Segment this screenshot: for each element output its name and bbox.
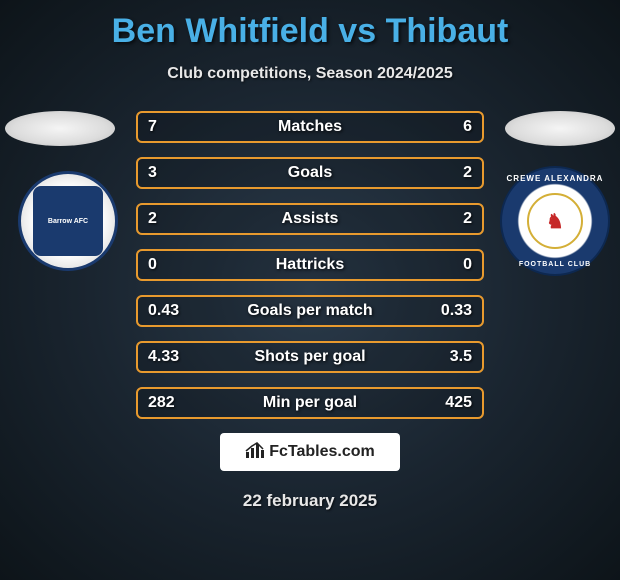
club-badge-right: CREWE ALEXANDRA FOOTBALL CLUB ♞ bbox=[500, 166, 610, 276]
stat-right-value: 425 bbox=[432, 394, 482, 412]
stat-right-value: 0.33 bbox=[431, 302, 482, 320]
stat-right-value: 3.5 bbox=[432, 348, 482, 366]
stat-left-value: 2 bbox=[138, 210, 188, 228]
club-badge-right-text-top: CREWE ALEXANDRA bbox=[502, 174, 608, 183]
comparison-date: 22 february 2025 bbox=[0, 491, 620, 511]
stat-row: 282 Min per goal 425 bbox=[136, 387, 484, 419]
stat-label: Min per goal bbox=[138, 394, 482, 412]
stat-label: Shots per goal bbox=[138, 348, 482, 366]
stat-left-value: 0 bbox=[138, 256, 188, 274]
club-badge-left: Barrow AFC bbox=[18, 171, 118, 271]
stat-row: 0 Hattricks 0 bbox=[136, 249, 484, 281]
brand-label: FcTables.com bbox=[269, 443, 375, 461]
club-badge-right-ring: CREWE ALEXANDRA FOOTBALL CLUB bbox=[502, 168, 608, 274]
stat-row: 0.43 Goals per match 0.33 bbox=[136, 295, 484, 327]
stat-row: 7 Matches 6 bbox=[136, 111, 484, 143]
player-left-photo bbox=[5, 111, 115, 146]
brand-badge[interactable]: FcTables.com bbox=[220, 433, 400, 471]
stat-row: 2 Assists 2 bbox=[136, 203, 484, 235]
stat-left-value: 3 bbox=[138, 164, 188, 182]
brand-chart-icon bbox=[245, 441, 265, 464]
stat-right-value: 0 bbox=[432, 256, 482, 274]
comparison-content: Barrow AFC CREWE ALEXANDRA FOOTBALL CLUB… bbox=[0, 111, 620, 511]
club-badge-right-text-bottom: FOOTBALL CLUB bbox=[502, 261, 608, 268]
stat-right-value: 2 bbox=[432, 210, 482, 228]
player-right-photo bbox=[505, 111, 615, 146]
stat-label: Assists bbox=[138, 210, 482, 228]
club-badge-left-shield: Barrow AFC bbox=[33, 186, 103, 256]
stat-row: 3 Goals 2 bbox=[136, 157, 484, 189]
stat-label: Goals bbox=[138, 164, 482, 182]
club-badge-left-label: Barrow AFC bbox=[48, 218, 88, 225]
stat-left-value: 0.43 bbox=[138, 302, 189, 320]
stat-label: Hattricks bbox=[138, 256, 482, 274]
stat-left-value: 7 bbox=[138, 118, 188, 136]
stat-right-value: 6 bbox=[432, 118, 482, 136]
comparison-title: Ben Whitfield vs Thibaut bbox=[0, 0, 620, 51]
stat-left-value: 282 bbox=[138, 394, 188, 412]
stat-left-value: 4.33 bbox=[138, 348, 189, 366]
stat-right-value: 2 bbox=[432, 164, 482, 182]
comparison-subtitle: Club competitions, Season 2024/2025 bbox=[0, 65, 620, 83]
stat-label: Matches bbox=[138, 118, 482, 136]
stat-row: 4.33 Shots per goal 3.5 bbox=[136, 341, 484, 373]
stats-table: 7 Matches 6 3 Goals 2 2 Assists 2 0 Hatt… bbox=[136, 111, 484, 419]
